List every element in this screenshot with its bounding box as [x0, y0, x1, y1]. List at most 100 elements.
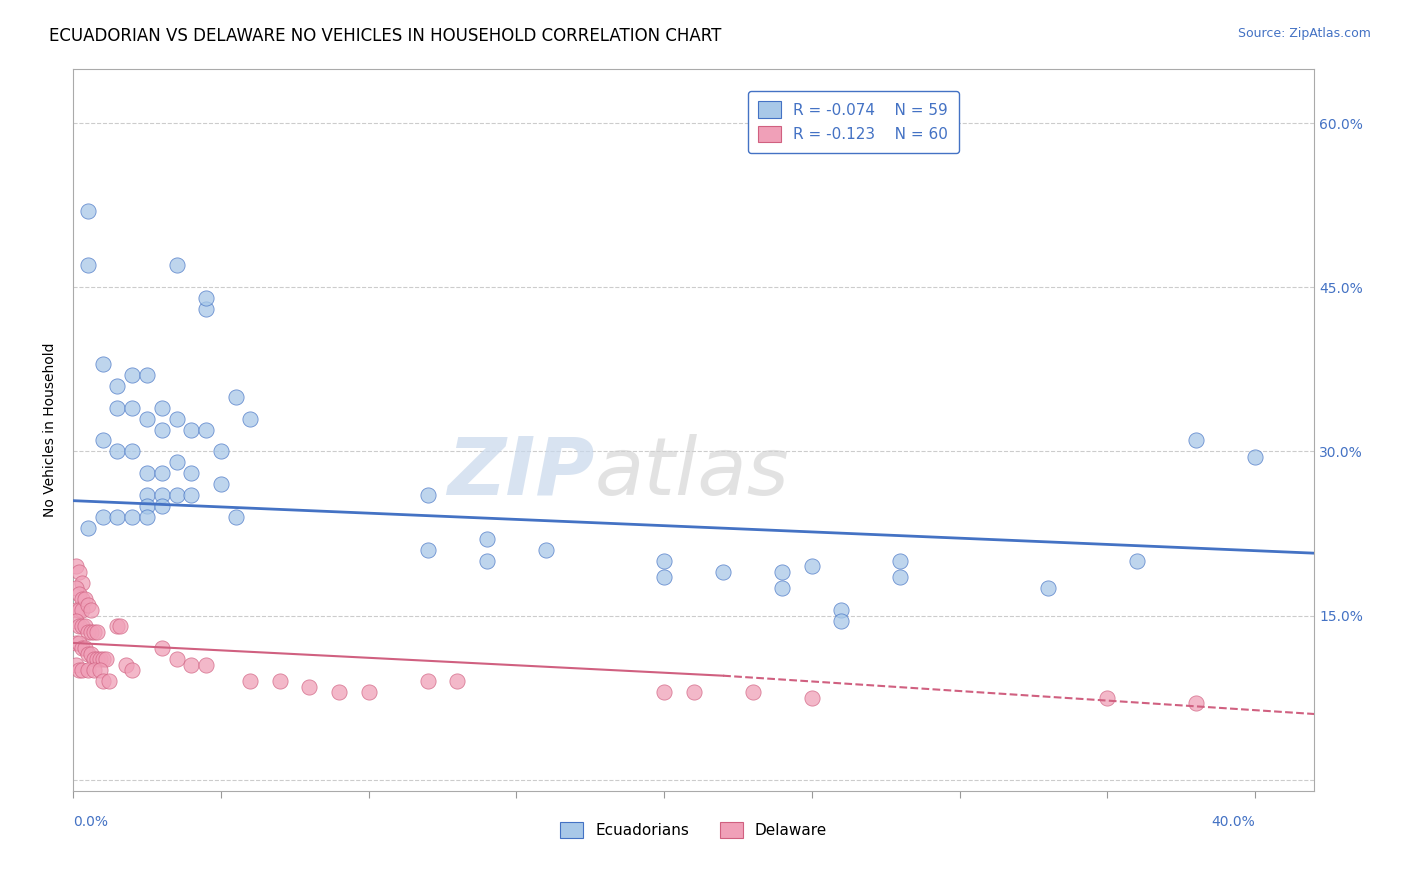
Point [180, 488, 202, 502]
Point [711, 565, 734, 579]
Point [70, 641, 93, 656]
Point [89, 663, 111, 677]
Point [180, 423, 202, 437]
Point [107, 401, 129, 415]
Point [73, 619, 96, 633]
Point [150, 423, 173, 437]
Point [121, 401, 143, 415]
Point [800, 690, 823, 705]
Point [65, 559, 87, 574]
Point [416, 674, 439, 689]
Point [121, 368, 143, 382]
Point [65, 603, 87, 617]
Text: ZIP: ZIP [447, 434, 595, 512]
Point [770, 581, 793, 595]
Point [67, 619, 90, 633]
Point [83, 663, 105, 677]
Point [67, 663, 90, 677]
Point [73, 641, 96, 656]
Point [70, 619, 93, 633]
Point [166, 652, 188, 666]
Point [67, 603, 90, 617]
Point [121, 444, 143, 458]
Point [652, 685, 675, 699]
Point [76, 521, 98, 535]
Point [91, 674, 114, 689]
Point [136, 467, 159, 481]
Point [150, 467, 173, 481]
Point [889, 554, 911, 568]
Point [91, 357, 114, 371]
Point [80, 603, 103, 617]
Point [889, 570, 911, 584]
Text: Source: ZipAtlas.com: Source: ZipAtlas.com [1237, 27, 1371, 40]
Point [416, 542, 439, 557]
Point [166, 488, 188, 502]
Point [80, 624, 103, 639]
Point [67, 587, 90, 601]
Point [94, 652, 117, 666]
Point [89, 652, 111, 666]
Point [195, 423, 218, 437]
Point [475, 532, 498, 546]
Point [225, 390, 247, 404]
Point [446, 674, 468, 689]
Point [110, 619, 132, 633]
Text: ECUADORIAN VS DELAWARE NO VEHICLES IN HOUSEHOLD CORRELATION CHART: ECUADORIAN VS DELAWARE NO VEHICLES IN HO… [49, 27, 721, 45]
Point [76, 647, 98, 661]
Point [150, 499, 173, 513]
Point [67, 636, 90, 650]
Point [76, 203, 98, 218]
Point [107, 444, 129, 458]
Point [195, 291, 218, 305]
Point [166, 455, 188, 469]
Point [180, 467, 202, 481]
Point [107, 378, 129, 392]
Point [652, 570, 675, 584]
Point [150, 401, 173, 415]
Point [1244, 450, 1267, 464]
Point [475, 554, 498, 568]
Point [73, 592, 96, 607]
Point [76, 259, 98, 273]
Point [136, 499, 159, 513]
Point [195, 657, 218, 672]
Point [1126, 554, 1149, 568]
Point [357, 685, 380, 699]
Point [67, 565, 90, 579]
Point [70, 603, 93, 617]
Point [1097, 690, 1119, 705]
Text: 40.0%: 40.0% [1212, 814, 1256, 829]
Point [136, 510, 159, 524]
Point [741, 685, 763, 699]
Point [180, 657, 202, 672]
Point [269, 674, 291, 689]
Point [91, 434, 114, 448]
Point [195, 302, 218, 317]
Point [107, 510, 129, 524]
Point [86, 624, 108, 639]
Point [298, 680, 321, 694]
Point [115, 657, 138, 672]
Point [76, 663, 98, 677]
Point [136, 488, 159, 502]
Text: atlas: atlas [595, 434, 789, 512]
Point [70, 575, 93, 590]
Point [166, 259, 188, 273]
Point [83, 624, 105, 639]
Point [1185, 434, 1208, 448]
Point [70, 592, 93, 607]
Point [209, 444, 232, 458]
Point [1038, 581, 1060, 595]
Point [830, 603, 852, 617]
Point [83, 652, 105, 666]
Legend: Ecuadorians, Delaware: Ecuadorians, Delaware [554, 815, 834, 845]
Point [80, 647, 103, 661]
Point [65, 581, 87, 595]
Point [121, 663, 143, 677]
Point [1185, 696, 1208, 710]
Point [70, 663, 93, 677]
Point [239, 674, 262, 689]
Point [682, 685, 704, 699]
Point [121, 510, 143, 524]
